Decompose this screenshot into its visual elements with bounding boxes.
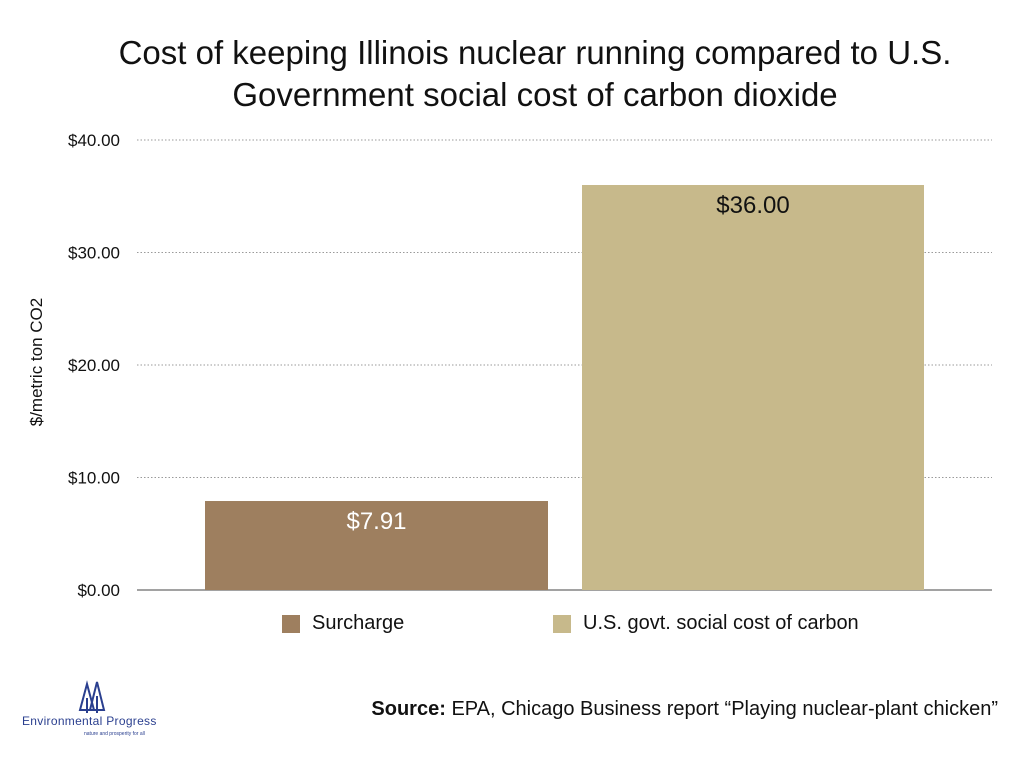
y-tick-label: $40.00 xyxy=(68,131,120,150)
environmental-progress-logo: Environmental Progress nature and prospe… xyxy=(22,680,182,740)
legend: Surcharge U.S. govt. social cost of carb… xyxy=(0,612,1024,640)
legend-swatch-social-cost xyxy=(553,614,571,633)
legend-swatch-surcharge xyxy=(282,614,300,633)
logo-name: Environmental Progress xyxy=(22,714,157,728)
bar xyxy=(205,501,548,590)
source-note: Source: EPA, Chicago Business report “Pl… xyxy=(371,698,998,721)
chart-title: Cost of keeping Illinois nuclear running… xyxy=(118,34,952,113)
y-tick-label: $20.00 xyxy=(68,356,120,375)
legend-item-social-cost: U.S. govt. social cost of carbon xyxy=(553,612,859,635)
y-tick-label: $30.00 xyxy=(68,244,120,263)
legend-label-social-cost: U.S. govt. social cost of carbon xyxy=(583,612,859,634)
bar xyxy=(582,185,924,590)
tree-icon xyxy=(78,680,106,713)
source-text: EPA, Chicago Business report “Playing nu… xyxy=(451,698,998,720)
bar-value-label: $7.91 xyxy=(346,508,406,535)
logo-tagline: nature and prosperity for all xyxy=(84,731,145,737)
y-tick-label: $0.00 xyxy=(77,581,120,600)
y-tick-label: $10.00 xyxy=(68,469,120,488)
legend-label-surcharge: Surcharge xyxy=(312,612,405,634)
source-prefix: Source: xyxy=(371,698,446,720)
legend-item-surcharge: Surcharge xyxy=(282,612,404,635)
bar-value-label: $36.00 xyxy=(716,192,789,219)
